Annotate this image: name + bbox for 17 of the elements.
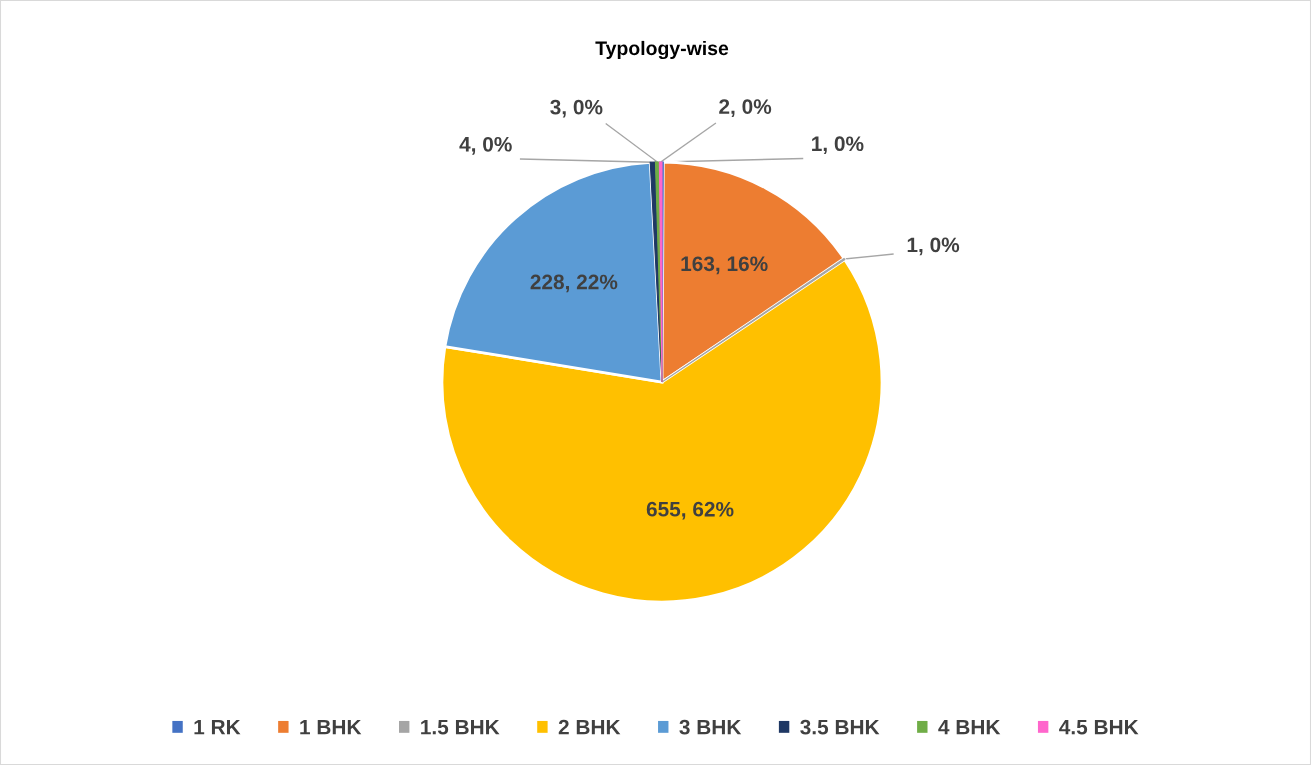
- data-label: 2, 0%: [719, 99, 772, 117]
- legend-label: 1.5 BHK: [421, 719, 500, 735]
- data-label: 228, 22%: [530, 274, 618, 293]
- data-label: 655, 62%: [646, 501, 734, 520]
- data-label: 3, 0%: [550, 99, 603, 118]
- data-label: 1, 0%: [907, 237, 960, 256]
- legend-label: 1 BHK: [300, 719, 362, 735]
- data-label: 163, 16%: [681, 256, 768, 275]
- legend-label: 3 BHK: [679, 719, 742, 735]
- legend-label: 2 BHK: [558, 719, 621, 735]
- chart-title: Typology-wise: [595, 40, 729, 60]
- data-label: 4, 0%: [459, 136, 512, 155]
- legend-label: 4.5 BHK: [1059, 719, 1139, 735]
- data-label: 1, 0%: [812, 136, 864, 155]
- legend-label: 4 BHK: [938, 719, 1001, 735]
- legend-label: 1 RK: [194, 719, 241, 735]
- legend-label: 3.5 BHK: [800, 719, 880, 735]
